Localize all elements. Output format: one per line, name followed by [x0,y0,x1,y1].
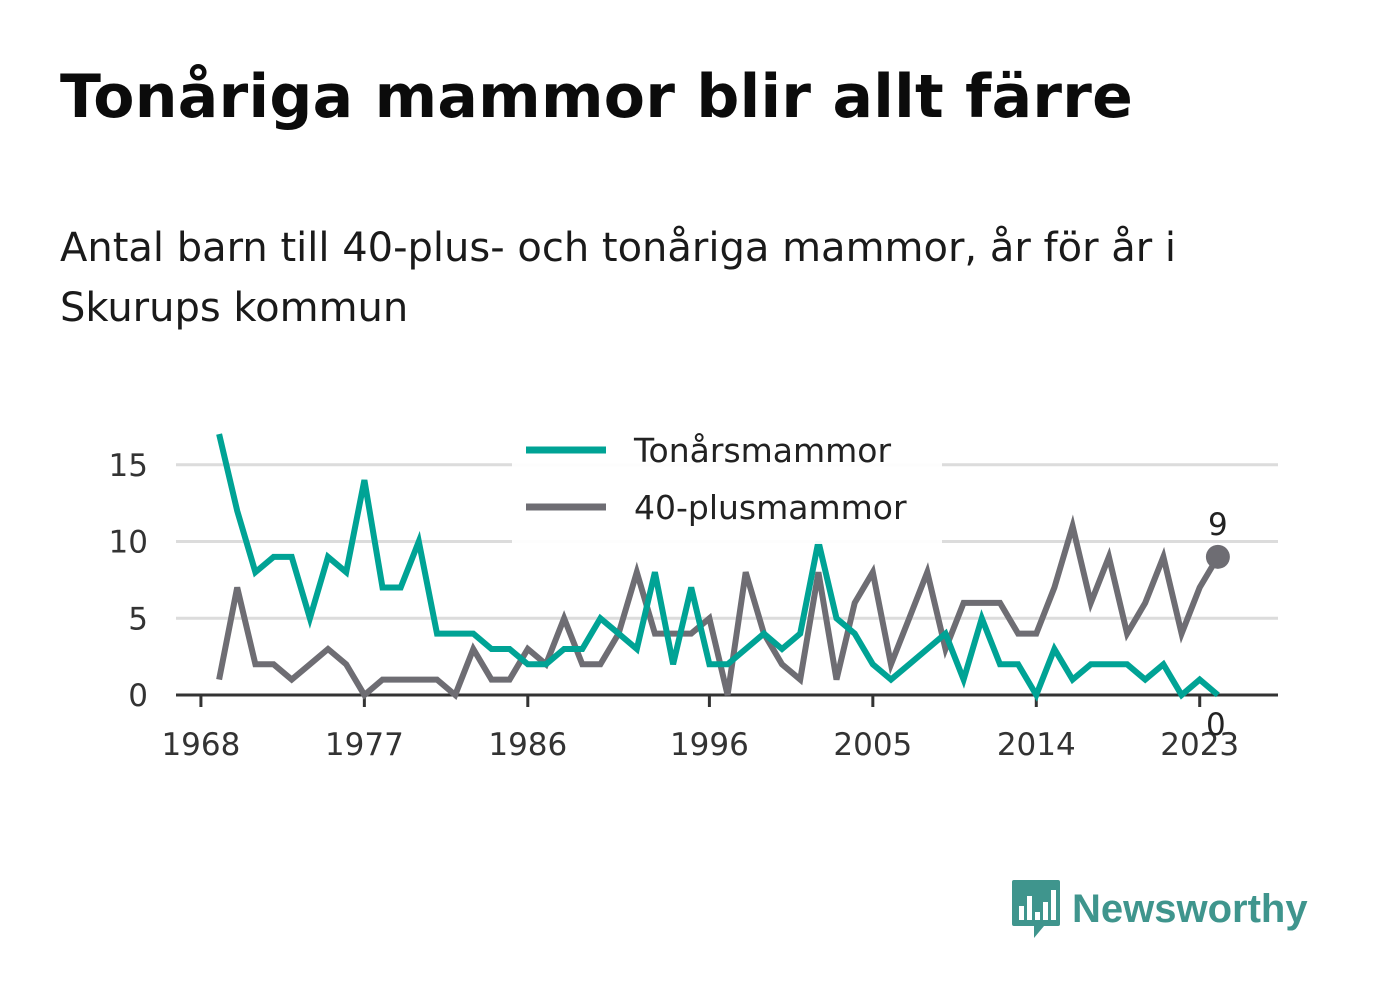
x-tick-label: 1996 [670,727,749,763]
series-line [216,514,1221,700]
end-labels: 90 [1206,507,1228,743]
bar-chart-icon [1012,880,1060,938]
series-lines [216,433,1230,702]
logo-text: Newsworthy [1072,886,1308,931]
series-line [216,433,1220,702]
x-tick-label: 1968 [161,727,240,763]
x-tick-label: 2023 [1160,727,1239,763]
legend-label: 40-plusmammor [634,488,907,527]
chart-title: Tonåriga mammor blir allt färre [60,62,1134,132]
end-value-label: 9 [1208,507,1228,543]
y-tick-label: 15 [109,448,148,484]
legend: Tonårsmammor 40-plusmammor [512,431,942,544]
newsworthy-logo: Newsworthy [1010,878,1308,940]
end-value-label: 0 [1206,707,1226,743]
x-tick-label: 2014 [997,727,1076,763]
y-tick-label: 10 [109,525,148,561]
x-tick-label: 1977 [325,727,404,763]
series-end-marker [1205,544,1230,569]
x-tick-label: 2005 [833,727,912,763]
x-tick-label: 1986 [488,727,567,763]
y-tick-label: 0 [128,678,148,714]
y-tick-label: 5 [128,601,148,637]
legend-label: Tonårsmammor [633,431,891,470]
chart-subtitle: Antal barn till 40-plus- och tonåriga ma… [60,225,1177,331]
